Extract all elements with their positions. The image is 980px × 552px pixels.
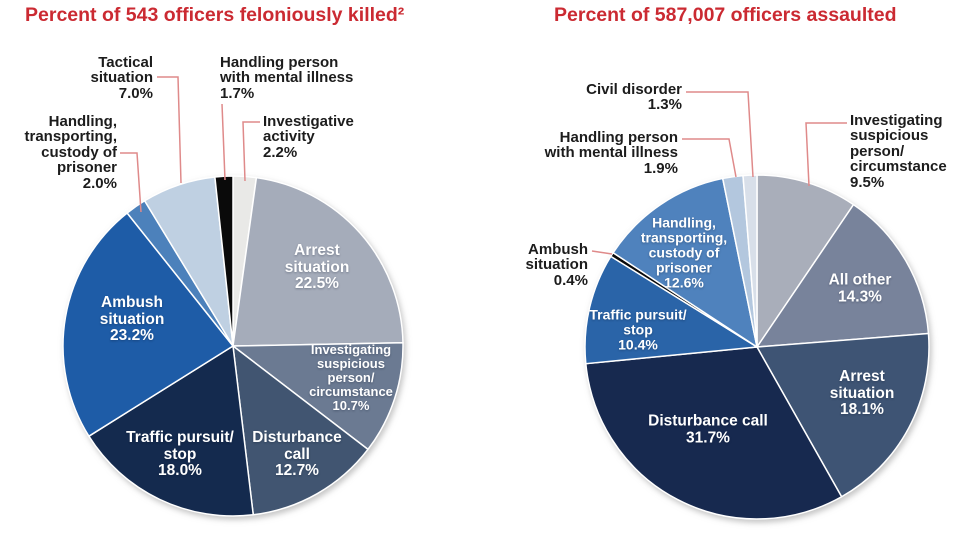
label-handling-transporting-custody-of-prisoner: Handling, transporting, custody of priso… bbox=[640, 214, 728, 291]
slice-investigating-suspicious-person-circumstance bbox=[232, 342, 404, 451]
label-investigating-suspicious-person-circumstance: Investigating suspicious person/ circums… bbox=[850, 112, 947, 191]
label-handling-person-with-mental-illness: Handling person with mental illness 1.7% bbox=[220, 54, 354, 102]
slice-investigating-suspicious-person-circumstance bbox=[756, 174, 855, 348]
slice-disturbance-call bbox=[585, 346, 843, 520]
slice-civil-disorder bbox=[742, 174, 758, 348]
leader-lines bbox=[591, 91, 847, 255]
left-chart-title: Percent of 543 officers feloniously kill… bbox=[25, 4, 405, 26]
leader-lines bbox=[120, 76, 260, 213]
slice-all-other bbox=[756, 203, 930, 348]
slice-handling-person-with-mental-illness bbox=[214, 175, 234, 347]
label-traffic-pursuit-stop: Traffic pursuit/ stop 18.0% bbox=[126, 429, 234, 480]
slice-traffic-pursuit-stop bbox=[584, 255, 758, 365]
label-arrest-situation: Arrest situation 22.5% bbox=[284, 242, 350, 293]
slice-traffic-pursuit-stop bbox=[88, 345, 254, 517]
slice-arrest-situation bbox=[756, 332, 930, 498]
label-investigative-activity: Investigative activity 2.2% bbox=[263, 113, 354, 161]
pie-feloniously-killed bbox=[62, 175, 404, 517]
pie-assaulted bbox=[584, 174, 930, 520]
label-ambush-situation: Ambush situation 23.2% bbox=[99, 294, 165, 345]
leader-line-investigative-activity bbox=[242, 121, 260, 182]
label-traffic-pursuit-stop: Traffic pursuit/ stop 10.4% bbox=[589, 306, 687, 353]
label-all-other: All other 14.3% bbox=[828, 271, 892, 305]
label-tactical-situation: Tactical situation 7.0% bbox=[90, 54, 154, 102]
leader-line-handling-transporting-custody-of-prisoner bbox=[120, 152, 142, 213]
label-disturbance-call: Disturbance call 31.7% bbox=[648, 412, 768, 446]
label-handling-person-with-mental-illness: Handling person with mental illness 1.9% bbox=[544, 129, 678, 177]
right-chart-title: Percent of 587,007 officers assaulted bbox=[554, 4, 897, 26]
label-arrest-situation: Arrest situation 18.1% bbox=[829, 368, 895, 419]
leader-line-investigating-suspicious-person-circumstance bbox=[805, 122, 847, 187]
slice-ambush-situation bbox=[62, 212, 234, 437]
label-investigating-suspicious-person-circumstance: Investigating suspicious person/ circums… bbox=[309, 342, 393, 413]
leader-line-handling-person-with-mental-illness bbox=[221, 103, 226, 181]
slice-arrest-situation bbox=[232, 176, 404, 347]
leader-line-ambush-situation bbox=[591, 250, 613, 255]
label-handling-transporting-custody-of-prisoner: Handling, transporting, custody of priso… bbox=[24, 113, 118, 192]
label-civil-disorder: Civil disorder 1.3% bbox=[586, 81, 682, 114]
label-disturbance-call: Disturbance call 12.7% bbox=[252, 429, 342, 480]
leader-line-handling-person-with-mental-illness bbox=[682, 138, 737, 178]
label-ambush-situation: Ambush situation 0.4% bbox=[525, 241, 589, 289]
slice-handling-transporting-custody-of-prisoner bbox=[612, 177, 758, 348]
leader-line-tactical-situation bbox=[157, 76, 182, 184]
leader-line-civil-disorder bbox=[686, 91, 754, 178]
slice-disturbance-call bbox=[232, 345, 369, 516]
